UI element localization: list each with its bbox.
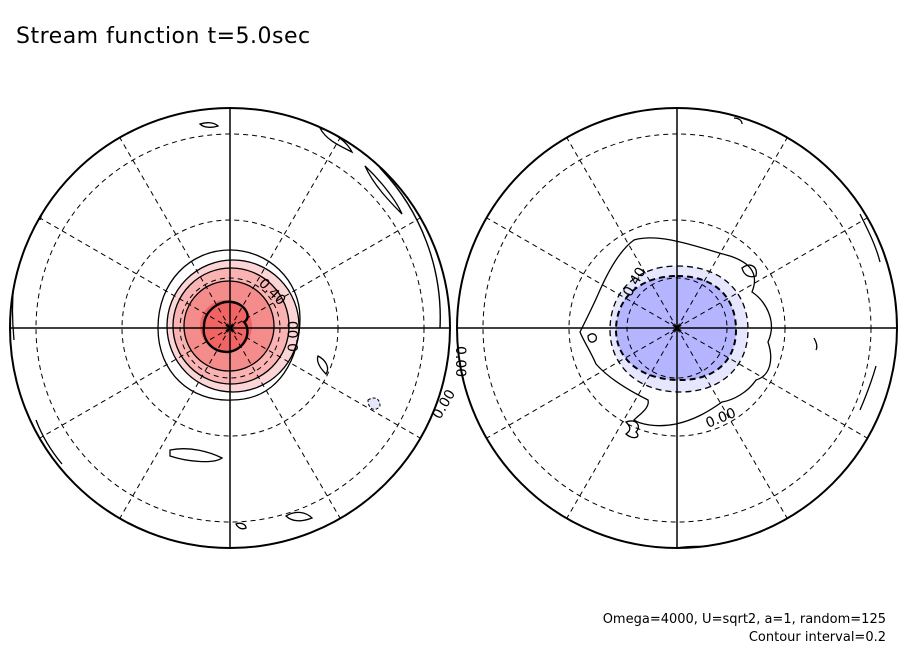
left-meridian-330 bbox=[229, 327, 421, 439]
right-label-0.00: 0.00 bbox=[704, 405, 739, 432]
left-hemisphere-panel: 0.40 0.00 0.00 bbox=[9, 107, 459, 549]
left-noise-contour-2 bbox=[318, 126, 354, 154]
left-noise-contour-1 bbox=[169, 448, 224, 463]
left-negative-patch bbox=[367, 397, 381, 410]
right-noise-contour-5 bbox=[859, 213, 881, 263]
right-contour-zero bbox=[579, 237, 773, 427]
left-contour-level-1 bbox=[166, 259, 300, 393]
left-noise-contour-6 bbox=[35, 419, 63, 465]
left-meridian-150 bbox=[39, 217, 231, 329]
left-meridian-210 bbox=[39, 327, 231, 439]
right-pole-marker bbox=[669, 320, 685, 336]
left-noise-contour-8 bbox=[284, 511, 314, 522]
right-meridian-30 bbox=[676, 217, 868, 329]
left-contour-max bbox=[202, 300, 249, 354]
left-boundary-inner-edge bbox=[379, 167, 441, 329]
left-noise-contour-7 bbox=[316, 355, 329, 376]
right-noise-contour-2 bbox=[741, 264, 757, 278]
left-contour-level-2 bbox=[172, 267, 290, 385]
left-noise-contour-4 bbox=[364, 165, 403, 215]
right-noise-contour-3 bbox=[587, 333, 598, 343]
center-label-0.00: 0.00 bbox=[452, 346, 468, 377]
left-contour-zero bbox=[157, 249, 301, 401]
right-meridian-60 bbox=[676, 137, 788, 329]
left-label-0.00: 0.00 bbox=[286, 321, 302, 352]
chart-title: Stream function t=5.0sec bbox=[16, 24, 311, 49]
right-hemisphere-panel: -0.40 0.00 bbox=[456, 107, 898, 549]
left-contour-level-3 bbox=[183, 280, 275, 372]
footer-parameters: Omega=4000, U=sqrt2, a=1, random=125 bbox=[602, 612, 886, 627]
left-meridian-60 bbox=[229, 137, 341, 329]
left-noise-contour-9 bbox=[235, 522, 247, 530]
right-meridian-240 bbox=[566, 327, 678, 519]
right-meridian-330 bbox=[676, 327, 868, 439]
right-noise-contour-1 bbox=[624, 420, 640, 439]
footer-contour-interval: Contour interval=0.2 bbox=[748, 630, 886, 645]
left-meridian-120 bbox=[119, 137, 231, 329]
right-meridian-120 bbox=[566, 137, 678, 329]
right-meridian-210 bbox=[486, 327, 678, 439]
right-contour-level-1 bbox=[609, 265, 749, 393]
left-meridian-300 bbox=[229, 327, 341, 519]
left-pole-marker bbox=[222, 320, 238, 336]
right-noise-contour-8 bbox=[813, 337, 818, 351]
right-contour-level-2 bbox=[614, 274, 738, 382]
right-meridian-150 bbox=[486, 217, 678, 329]
left-hemisphere-boundary bbox=[9, 107, 451, 549]
left-meridian-240 bbox=[119, 327, 231, 519]
left-meridian-30 bbox=[229, 217, 421, 329]
left-label-0.00-edge: 0.00 bbox=[430, 387, 459, 422]
right-hemisphere-boundary bbox=[456, 107, 898, 549]
right-meridian-300 bbox=[676, 327, 788, 519]
left-noise-contour-3 bbox=[198, 122, 220, 128]
right-noise-contour-4 bbox=[733, 117, 743, 125]
right-noise-contour-6 bbox=[859, 365, 877, 411]
